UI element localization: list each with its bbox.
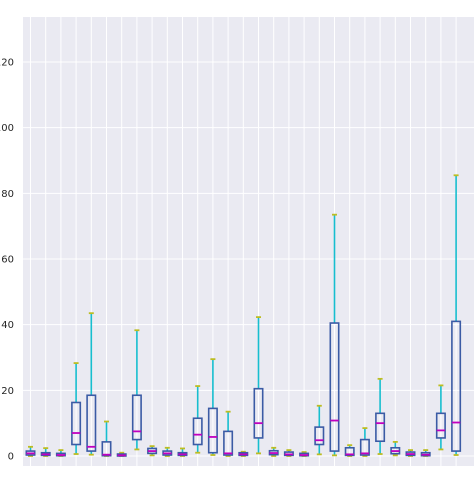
box-item — [192, 385, 203, 454]
box-item — [253, 316, 264, 455]
box-body — [375, 412, 386, 443]
box-body — [253, 387, 264, 439]
y-tick-label: 120 — [0, 58, 14, 69]
box-series — [25, 174, 462, 457]
y-tick-label: 40 — [1, 320, 14, 331]
box-item — [314, 404, 325, 456]
box-item — [55, 449, 66, 457]
box-item — [223, 410, 234, 457]
box-body — [435, 412, 446, 439]
box-body — [71, 401, 82, 446]
box-body — [344, 446, 355, 457]
horizontal-gridlines — [23, 61, 474, 457]
y-tick-label: 0 — [8, 452, 14, 463]
y-tick-label: 100 — [0, 123, 14, 134]
box-body — [451, 320, 462, 452]
box-body — [314, 426, 325, 446]
box-body — [131, 394, 142, 441]
y-tick-label: 80 — [1, 189, 14, 200]
box-item — [451, 174, 462, 456]
box-item — [344, 444, 355, 457]
box-item — [101, 420, 112, 457]
y-tick-label: 60 — [1, 255, 14, 266]
box-item — [435, 384, 446, 451]
y-tick-label: 20 — [1, 386, 14, 397]
box-item — [162, 446, 173, 457]
box-item — [329, 213, 340, 457]
box-item — [268, 446, 279, 457]
box-item — [177, 447, 188, 457]
box-item — [390, 440, 401, 457]
box-item — [299, 451, 310, 457]
box-item — [375, 377, 386, 455]
box-item — [420, 449, 431, 457]
box-body — [207, 407, 218, 454]
box-body — [101, 441, 112, 457]
box-item — [86, 312, 97, 456]
box-item — [40, 447, 51, 457]
box-item — [147, 445, 158, 457]
vertical-gridlines — [30, 17, 457, 466]
y-axis-tick-labels: 0 20 40 60 80 100 120 — [0, 58, 14, 463]
box-item — [238, 450, 249, 457]
box-item — [207, 358, 218, 456]
plot-area-background — [23, 17, 474, 466]
box-item — [359, 427, 370, 457]
box-body — [223, 430, 234, 456]
box-item — [131, 329, 142, 451]
box-item — [25, 445, 36, 457]
box-body — [329, 322, 340, 452]
box-body — [359, 438, 370, 456]
box-item — [71, 362, 82, 455]
box-item — [283, 449, 294, 457]
box-body — [86, 394, 97, 452]
box-item — [405, 449, 416, 457]
box-item — [116, 451, 127, 457]
box-body — [192, 417, 203, 446]
